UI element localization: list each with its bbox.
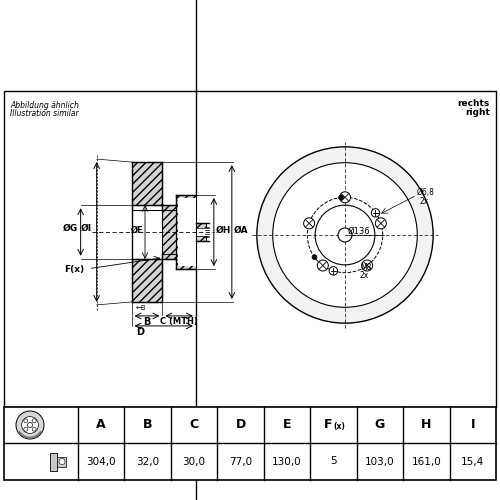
Circle shape [32, 427, 36, 431]
Text: 130,0: 130,0 [272, 456, 302, 466]
Circle shape [272, 162, 418, 308]
Circle shape [257, 147, 433, 323]
Circle shape [340, 192, 350, 203]
Bar [50, 452, 57, 470]
Text: D: D [236, 418, 246, 432]
Circle shape [338, 195, 344, 200]
Text: D: D [136, 327, 143, 337]
Polygon shape [132, 206, 162, 210]
Polygon shape [197, 228, 209, 236]
Circle shape [372, 208, 380, 217]
Text: B: B [143, 418, 152, 432]
Text: ØG: ØG [63, 224, 78, 232]
Text: right: right [465, 108, 490, 117]
Text: Ate: Ate [301, 200, 369, 234]
Text: ØI: ØI [81, 224, 92, 232]
Text: (x): (x) [334, 422, 345, 432]
Text: 161,0: 161,0 [412, 456, 441, 466]
Polygon shape [162, 206, 176, 258]
Text: 2x: 2x [360, 270, 369, 280]
Text: 103,0: 103,0 [365, 456, 394, 466]
Polygon shape [132, 162, 162, 206]
Text: Illustration similar: Illustration similar [10, 109, 78, 118]
Circle shape [376, 218, 386, 229]
Polygon shape [196, 223, 206, 241]
Text: 30,0: 30,0 [182, 456, 206, 466]
Polygon shape [178, 198, 196, 266]
Circle shape [28, 422, 32, 428]
Text: A: A [96, 418, 106, 432]
Text: 77,0: 77,0 [229, 456, 252, 466]
Text: 304,0: 304,0 [86, 456, 116, 466]
Text: Ø136: Ø136 [348, 226, 370, 235]
Text: ØH: ØH [216, 226, 231, 234]
Text: Abbildung ähnlich: Abbildung ähnlich [10, 101, 79, 110]
Circle shape [304, 218, 314, 229]
Circle shape [24, 427, 28, 431]
Circle shape [318, 260, 328, 271]
Text: F: F [324, 418, 332, 432]
Text: E: E [283, 418, 291, 432]
Text: C (MTH): C (MTH) [160, 318, 198, 326]
Circle shape [315, 205, 375, 265]
Text: C: C [190, 418, 198, 432]
Text: F(x): F(x) [64, 265, 84, 274]
Polygon shape [132, 258, 162, 302]
Text: H: H [421, 418, 432, 432]
Circle shape [32, 419, 36, 423]
Circle shape [312, 254, 317, 260]
Bar [57, 456, 66, 466]
Text: 2x: 2x [419, 196, 428, 205]
Text: 5: 5 [330, 456, 337, 466]
Circle shape [362, 260, 372, 271]
Text: ØE: ØE [130, 226, 143, 234]
Text: ←B: ←B [136, 305, 146, 311]
Circle shape [22, 416, 38, 434]
Text: ØA: ØA [234, 226, 248, 234]
Text: I: I [470, 418, 475, 432]
Circle shape [329, 266, 338, 275]
Circle shape [338, 228, 352, 242]
Bar [4, 407, 496, 480]
Circle shape [24, 419, 28, 423]
Text: rechts: rechts [458, 99, 490, 108]
Text: Ø6,8: Ø6,8 [417, 188, 435, 198]
Text: G: G [375, 418, 385, 432]
Text: ®: ® [357, 213, 367, 223]
Text: 32,0: 32,0 [136, 456, 159, 466]
Circle shape [59, 458, 65, 464]
Text: M8: M8 [360, 262, 372, 272]
Bar [4, 91, 496, 407]
Circle shape [16, 411, 44, 439]
Text: B: B [144, 317, 150, 327]
Polygon shape [176, 195, 196, 269]
Text: 15,4: 15,4 [461, 456, 484, 466]
